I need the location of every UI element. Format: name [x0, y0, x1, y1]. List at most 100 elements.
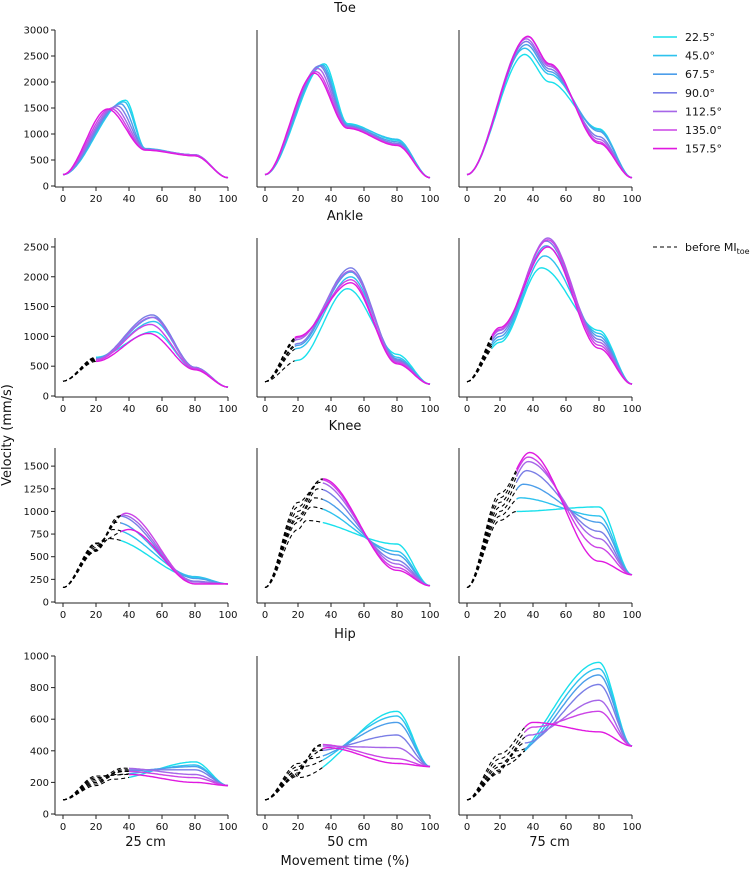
x-tick-label: 40	[123, 610, 136, 621]
legend-label-7: 157.5°	[685, 143, 722, 156]
series-7-line	[120, 528, 228, 585]
x-tick-label: 80	[189, 404, 202, 415]
y-tick-label: 0	[43, 810, 49, 821]
series-4-line	[515, 469, 633, 576]
x-tick-label: 80	[391, 404, 404, 415]
series-3-line	[515, 483, 633, 576]
x-tick-label: 80	[189, 194, 202, 205]
x-tick-label: 100	[622, 610, 641, 621]
legend-dashed-label: before MItoe	[685, 241, 750, 256]
series-3-line	[322, 498, 431, 587]
x-tick-label: 0	[60, 194, 66, 205]
series-2-dashed	[466, 750, 526, 801]
x-tick-label: 60	[358, 822, 371, 833]
x-tick-label: 100	[622, 194, 641, 205]
series-2-line	[491, 255, 633, 385]
x-tick-label: 40	[325, 822, 338, 833]
x-tick-label: 80	[391, 610, 404, 621]
panel-ankle-2: 0 20 40 60 80 100	[256, 238, 440, 415]
series-3-dashed	[62, 770, 130, 801]
x-tick-label: 20	[292, 194, 305, 205]
series-2-line	[294, 276, 431, 385]
x-tick-label: 60	[156, 822, 169, 833]
x-tick-label: 20	[90, 404, 103, 415]
series-7-line	[62, 108, 229, 179]
panel-knee-2: 0 20 40 60 80 100	[256, 448, 440, 621]
y-tick-label: 1000	[24, 332, 49, 343]
x-tick-label: 100	[420, 194, 439, 205]
series-7-dashed	[62, 360, 97, 382]
y-tick-label: 500	[30, 362, 49, 373]
y-tick-label: 500	[30, 156, 49, 167]
series-4-dashed	[466, 742, 525, 801]
series-6-line	[95, 323, 229, 388]
series-3-dashed	[62, 357, 97, 382]
x-tick-label: 0	[464, 404, 470, 415]
series-5-line	[515, 460, 633, 576]
series-2-line	[524, 667, 633, 752]
y-tick-label: 3000	[24, 26, 49, 37]
series-7-dashed	[264, 748, 324, 801]
legend-label-3: 67.5°	[685, 68, 715, 81]
x-tick-label: 80	[593, 404, 606, 415]
x-tick-label: 100	[218, 610, 237, 621]
series-2-line	[322, 508, 431, 587]
series-4-dashed	[264, 344, 296, 383]
y-tick-label: 1500	[24, 462, 49, 473]
x-tick-label: 80	[593, 822, 606, 833]
panel-hip-2: 0 20 40 60 80 100	[256, 656, 440, 833]
series-3-line	[524, 674, 633, 750]
x-tick-label: 80	[189, 610, 202, 621]
series-4-dashed	[466, 340, 493, 383]
x-tick-label: 20	[90, 822, 103, 833]
panel-toe-2: 0 20 40 60 80 100	[256, 30, 440, 205]
x-tick-label: 60	[560, 610, 573, 621]
y-tick-label: 750	[30, 530, 49, 541]
x-tick-label: 40	[123, 822, 136, 833]
series-1-line	[466, 53, 633, 179]
series-5-line	[62, 106, 229, 179]
series-6-line	[515, 456, 633, 576]
series-4-line	[322, 488, 431, 587]
row-title-knee: Knee	[329, 419, 362, 434]
series-4-line	[524, 683, 633, 747]
series-3-dashed	[466, 343, 493, 383]
y-tick-label: 1500	[24, 104, 49, 115]
x-tick-label: 100	[622, 404, 641, 415]
y-tick-label: 500	[30, 552, 49, 563]
legend: 22.5° 45.0° 67.5° 90.0° 112.5° 135.0° 157.5° be…	[653, 31, 750, 256]
series-1-line	[294, 287, 431, 385]
series-2-line	[264, 64, 431, 179]
series-7-line	[466, 35, 633, 179]
series-5-dashed	[62, 359, 97, 382]
series-1-line	[491, 267, 633, 385]
series-5-line	[322, 482, 431, 587]
y-axis-title: Velocity (mm/s)	[0, 384, 15, 486]
legend-label-5: 112.5°	[685, 105, 722, 118]
x-tick-label: 80	[593, 610, 606, 621]
x-tick-label: 0	[262, 194, 268, 205]
y-tick-label: 2000	[24, 78, 49, 89]
x-tick-label: 40	[527, 822, 540, 833]
x-tick-label: 80	[391, 194, 404, 205]
x-tick-label: 40	[325, 610, 338, 621]
series-4-line	[120, 515, 228, 585]
series-7-dashed	[62, 773, 129, 801]
x-tick-label: 60	[156, 404, 169, 415]
series-6-dashed	[466, 731, 526, 801]
x-tick-label: 100	[218, 822, 237, 833]
panel-toe-3: 0 20 40 60 80 100	[458, 30, 642, 205]
y-tick-label: 0	[43, 392, 49, 403]
y-tick-label: 1000	[24, 507, 49, 518]
column-label-1: 25 cm	[125, 835, 166, 850]
series-3-dashed	[466, 748, 526, 801]
x-tick-label: 40	[527, 404, 540, 415]
series-1-dashed	[466, 749, 526, 801]
series-1-line	[264, 63, 431, 179]
series-6-dashed	[264, 743, 323, 801]
x-tick-label: 60	[560, 404, 573, 415]
series-2-dashed	[264, 348, 296, 383]
series-2-line	[120, 530, 229, 585]
